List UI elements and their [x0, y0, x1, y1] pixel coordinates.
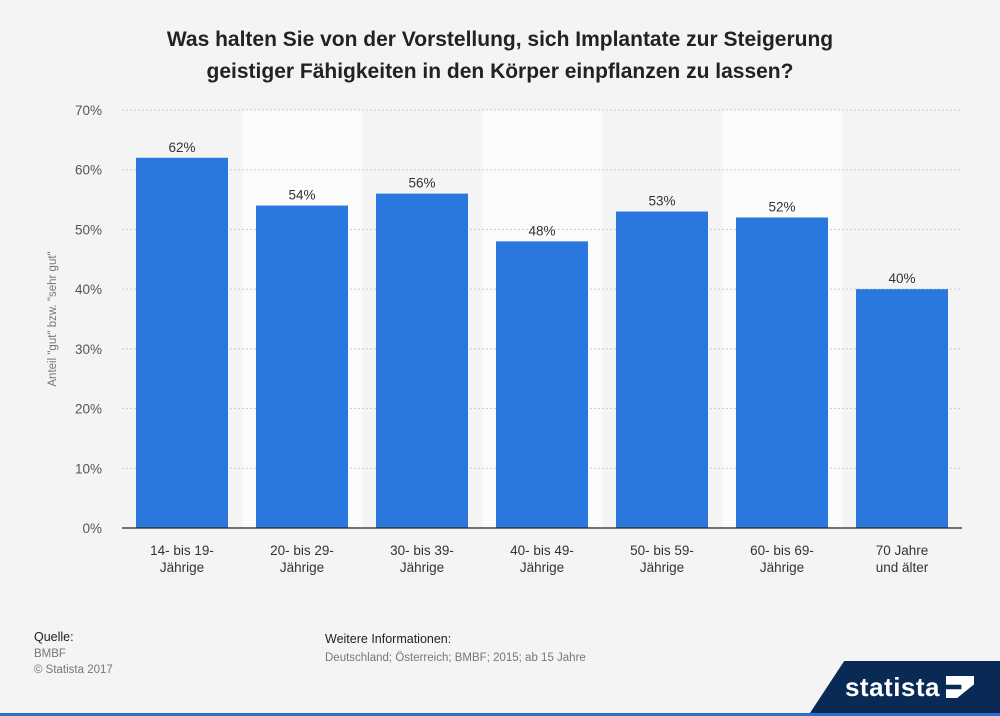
source-label: Quelle:	[34, 630, 74, 644]
y-tick-label: 0%	[82, 521, 102, 536]
bar	[616, 211, 708, 528]
x-tick-label: Jährige	[160, 560, 204, 575]
bar	[136, 157, 228, 528]
footer-accent-bar	[0, 713, 1000, 716]
chart-title: Was halten Sie von der Vorstellung, sich…	[0, 24, 1000, 88]
bar	[736, 217, 828, 528]
bar	[256, 205, 348, 529]
data-label: 53%	[648, 194, 675, 209]
chart-title-line-2: geistiger Fähigkeiten in den Körper einp…	[206, 60, 794, 83]
x-tick-label: 60- bis 69-	[750, 543, 814, 558]
x-tick-label: 20- bis 29-	[270, 543, 334, 558]
x-tick-label: 14- bis 19-	[150, 543, 214, 558]
y-tick-label: 30%	[75, 342, 102, 357]
x-tick-label: Jährige	[640, 560, 684, 575]
info-text: Deutschland; Österreich; BMBF; 2015; ab …	[325, 652, 586, 664]
x-tick-label: Jährige	[400, 560, 444, 575]
y-tick-label: 60%	[75, 163, 102, 178]
statista-logo-icon	[946, 676, 974, 698]
bar	[496, 241, 588, 528]
y-tick-label: 10%	[75, 461, 102, 476]
y-axis-label: Anteil "gut" bzw. "sehr gut"	[47, 251, 59, 386]
copyright-text: © Statista 2017	[34, 664, 113, 676]
statista-logo-text: statista	[844, 671, 940, 702]
statista-logo[interactable]: statista	[810, 661, 1000, 713]
data-label: 52%	[768, 199, 795, 214]
data-label: 62%	[168, 140, 195, 155]
x-tick-label: Jährige	[760, 560, 804, 575]
y-tick-label: 20%	[75, 402, 102, 417]
data-label: 54%	[288, 188, 315, 203]
data-label: 56%	[408, 176, 435, 191]
x-tick-label: und älter	[876, 560, 929, 575]
x-tick-label: 70 Jahre	[876, 543, 929, 558]
x-tick-label: Jährige	[520, 560, 564, 575]
data-label: 48%	[528, 223, 555, 238]
y-tick-label: 70%	[75, 103, 102, 118]
chart-title-line-1: Was halten Sie von der Vorstellung, sich…	[166, 28, 834, 51]
bar	[376, 193, 468, 528]
bar-chart: 0% 10% 20% 30% 40% 50% 60% 70% Anteil "gut" bzw.…	[47, 103, 962, 575]
x-tick-label: Jährige	[280, 560, 324, 575]
x-tick-label: 30- bis 39-	[390, 543, 454, 558]
info-label: Weitere Informationen:	[325, 632, 452, 646]
y-tick-label: 40%	[75, 282, 102, 297]
bar	[856, 289, 948, 528]
data-label: 40%	[888, 271, 915, 286]
x-tick-label: 40- bis 49-	[510, 543, 574, 558]
y-tick-label: 50%	[75, 222, 102, 237]
source-value: BMBF	[34, 648, 66, 660]
x-tick-label: 50- bis 59-	[630, 543, 694, 558]
